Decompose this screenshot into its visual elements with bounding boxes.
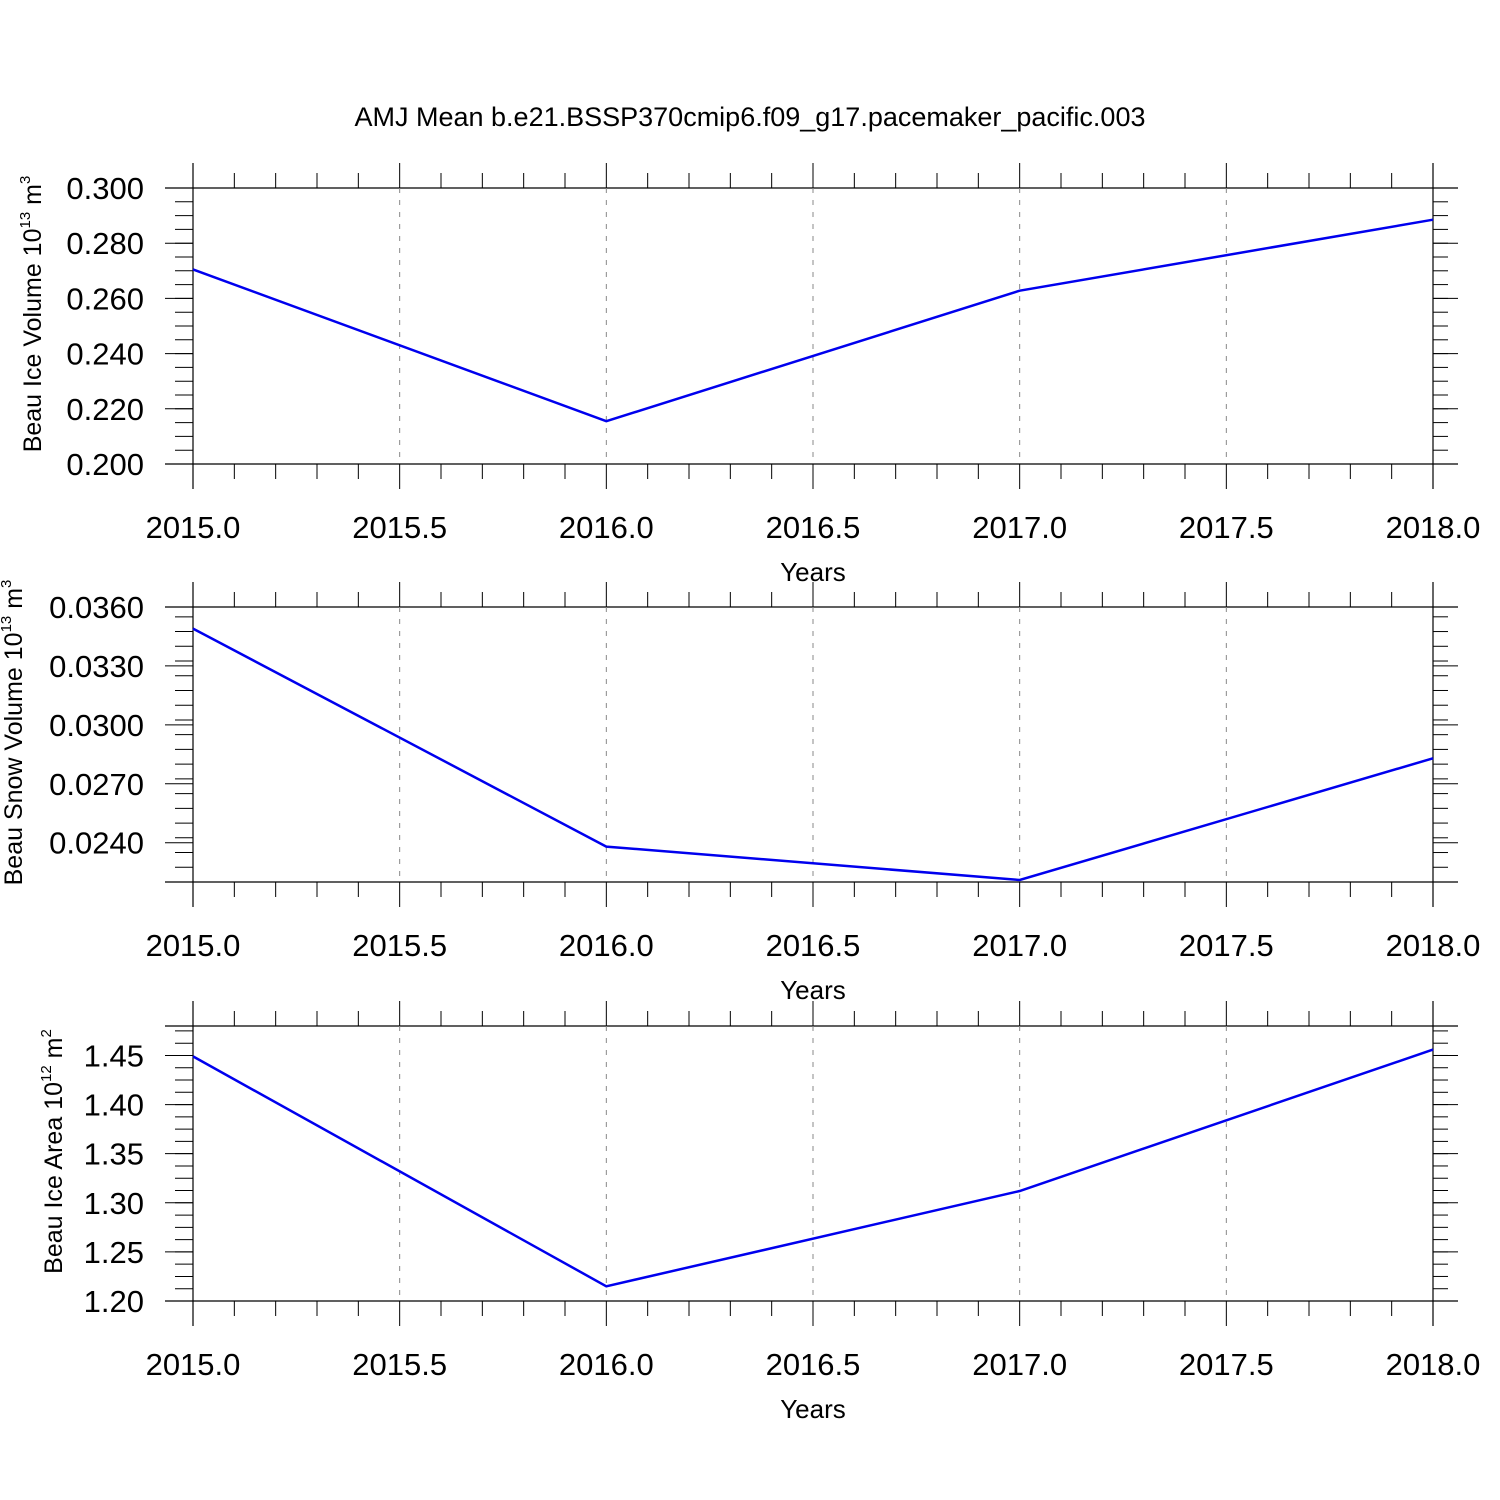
figure-title: AMJ Mean b.e21.BSSP370cmip6.f09_g17.pace… — [355, 102, 1146, 132]
series-line — [192, 218, 1434, 423]
y-tick-label: 0.240 — [66, 337, 144, 372]
chart-panel-2: 2015.0 2015.5 2016.0 2016.5 2017.0 2017.5 2018… — [0, 580, 1480, 1005]
x-tick-label: 2018.0 — [1386, 510, 1481, 545]
y-tick-label: 0.0300 — [49, 708, 144, 743]
y-tick-label: 1.35 — [84, 1137, 144, 1172]
x-tick-label: 2015.5 — [352, 928, 447, 963]
y-tick-label: 0.0360 — [49, 590, 144, 625]
y-tick-label: 0.0240 — [49, 826, 144, 861]
y-tick-label: 1.25 — [84, 1235, 144, 1270]
x-tick-label: 2016.5 — [766, 510, 861, 545]
x-tick-label: 2015.5 — [352, 510, 447, 545]
x-tick-label: 2016.0 — [559, 510, 654, 545]
x-axis-label: Years — [780, 975, 846, 1005]
x-tick-label: 2016.5 — [766, 928, 861, 963]
y-tick-label: 0.260 — [66, 281, 144, 316]
chart-panel-1: 2015.0 2015.5 2016.0 2016.5 2017.0 2017.5 2018… — [17, 163, 1480, 587]
y-tick-label: 0.200 — [66, 447, 144, 482]
x-tick-label: 2015.0 — [146, 928, 241, 963]
x-tick-label: 2017.5 — [1179, 510, 1274, 545]
y-tick-label: 0.220 — [66, 392, 144, 427]
panels: 2015.0 2015.5 2016.0 2016.5 2017.0 2017.5 2018… — [0, 163, 1480, 1424]
x-tick-label: 2017.5 — [1179, 1347, 1274, 1382]
y-tick-label: 1.45 — [84, 1038, 144, 1073]
y-tick-label: 1.30 — [84, 1186, 144, 1221]
x-axis-label: Years — [780, 1394, 846, 1424]
x-tick-label: 2015.0 — [146, 510, 241, 545]
x-tick-label: 2015.0 — [146, 1347, 241, 1382]
x-tick-label: 2017.0 — [972, 928, 1067, 963]
series-line — [192, 1048, 1434, 1288]
y-tick-label: 0.0270 — [49, 767, 144, 802]
x-tick-label: 2015.5 — [352, 1347, 447, 1382]
x-tick-label: 2018.0 — [1386, 928, 1481, 963]
x-tick-label: 2016.0 — [559, 928, 654, 963]
y-axis-label: Beau Ice Volume 1013 m3 — [17, 176, 47, 453]
chart-panel-3: 2015.0 2015.5 2016.0 2016.5 2017.0 2017.5 2018… — [38, 1001, 1480, 1424]
x-tick-label: 2017.0 — [972, 510, 1067, 545]
y-tick-label: 1.20 — [84, 1284, 144, 1319]
x-tick-label: 2016.5 — [766, 1347, 861, 1382]
y-axis-label: Beau Ice Area 1012 m2 — [38, 1029, 68, 1274]
y-tick-label: 1.40 — [84, 1088, 144, 1123]
x-tick-label: 2017.0 — [972, 1347, 1067, 1382]
y-tick-label: 0.300 — [66, 171, 144, 206]
x-tick-label: 2017.5 — [1179, 928, 1274, 963]
y-tick-label: 0.0330 — [49, 649, 144, 684]
y-axis-label: Beau Snow Volume 1013 m3 — [0, 580, 28, 886]
x-tick-label: 2016.0 — [559, 1347, 654, 1382]
series-line — [192, 627, 1434, 882]
y-tick-label: 0.280 — [66, 226, 144, 261]
x-tick-label: 2018.0 — [1386, 1347, 1481, 1382]
